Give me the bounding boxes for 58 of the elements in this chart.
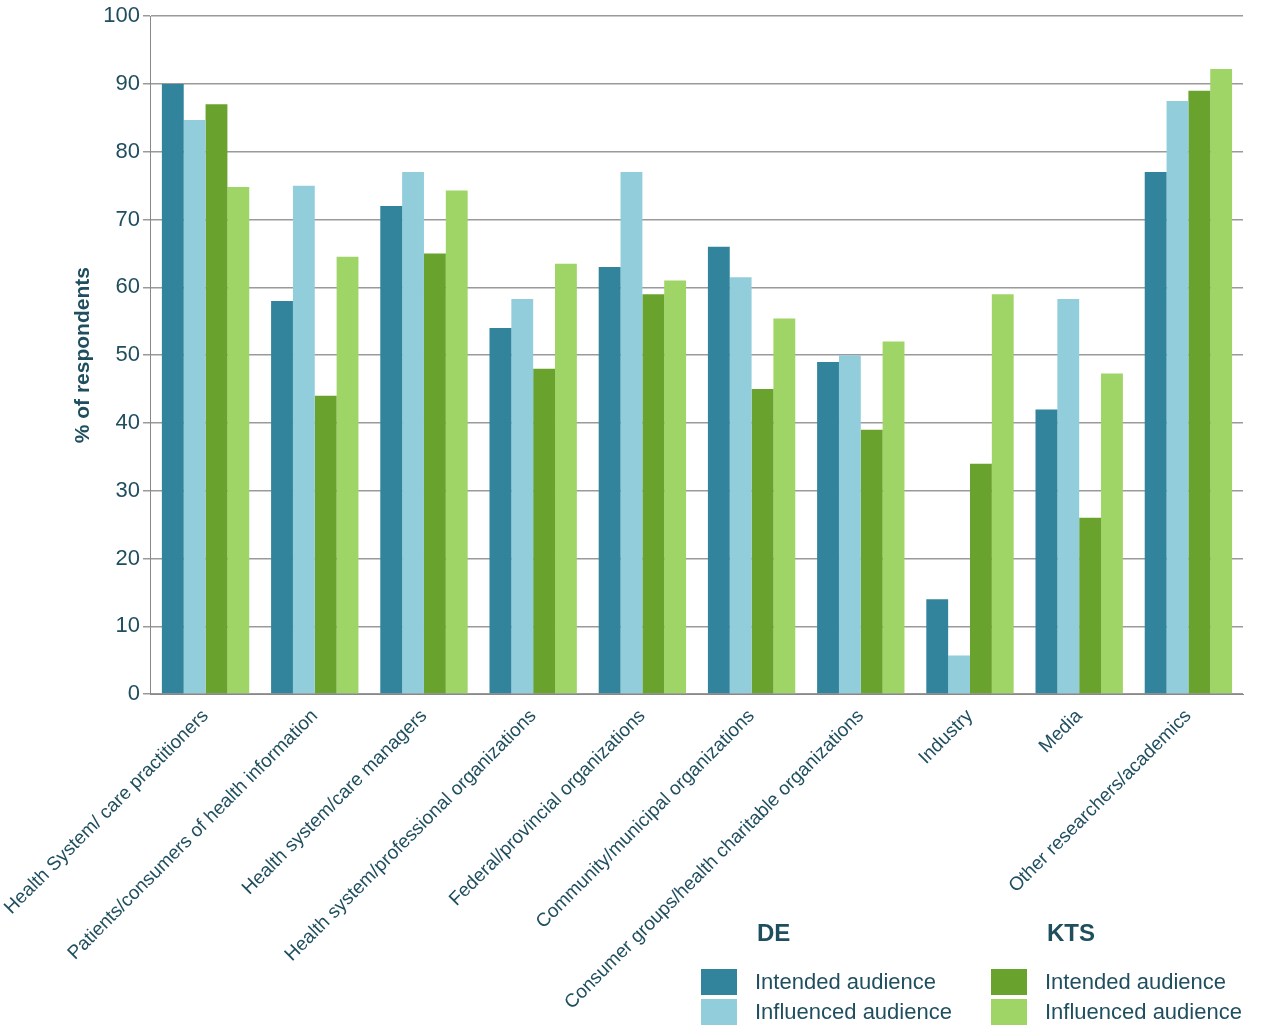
legend-label: Influenced audience xyxy=(755,999,952,1025)
bar xyxy=(402,172,424,694)
bar xyxy=(1166,100,1189,694)
y-tick-label: 40 xyxy=(115,409,140,435)
bar xyxy=(773,318,796,694)
bar xyxy=(598,267,621,694)
bar xyxy=(751,389,774,694)
bar xyxy=(489,328,512,694)
bar xyxy=(227,187,250,694)
bar xyxy=(1079,517,1102,694)
bar xyxy=(205,104,228,694)
y-tick-label: 10 xyxy=(115,612,140,638)
bar xyxy=(729,277,752,694)
bar xyxy=(926,599,949,694)
bar xyxy=(642,294,665,694)
bar xyxy=(423,253,446,694)
bar xyxy=(860,429,883,694)
bar xyxy=(1035,409,1058,694)
bar xyxy=(336,256,359,694)
bar xyxy=(161,83,184,694)
bar xyxy=(991,294,1014,694)
text: DE xyxy=(756,919,792,947)
bar xyxy=(882,341,905,694)
bar xyxy=(620,172,643,694)
bar xyxy=(555,263,577,694)
bar xyxy=(664,280,687,694)
y-tick-label: 100 xyxy=(103,2,140,28)
bar xyxy=(445,190,468,694)
legend-label: Intended audience xyxy=(1045,969,1227,995)
y-axis-title: % of respondents xyxy=(70,267,94,444)
y-tick-label: 60 xyxy=(115,273,140,299)
bar xyxy=(1101,373,1123,694)
y-tick-label: 0 xyxy=(127,680,140,706)
bar xyxy=(817,361,839,694)
bar xyxy=(292,185,315,694)
y-tick-label: 30 xyxy=(115,476,140,502)
legend-label: Intended audience xyxy=(755,969,937,995)
bar xyxy=(271,300,293,694)
legend-label: Influenced audience xyxy=(1045,999,1242,1025)
y-tick-label: 70 xyxy=(115,205,140,231)
y-tick-label: 50 xyxy=(115,341,140,367)
text: KTS xyxy=(1046,919,1096,947)
bar xyxy=(314,395,337,694)
bar xyxy=(707,246,730,694)
bar xyxy=(838,355,861,694)
y-tick-label: 90 xyxy=(115,70,140,96)
bar xyxy=(948,655,970,694)
y-tick-label: 20 xyxy=(115,544,140,570)
bar xyxy=(533,368,556,694)
y-tick-label: 80 xyxy=(115,137,140,163)
bar xyxy=(511,298,534,694)
bar xyxy=(1144,172,1167,694)
bar xyxy=(1188,90,1211,694)
bar xyxy=(1057,298,1080,694)
bar xyxy=(969,463,992,694)
bar xyxy=(380,206,403,694)
bar xyxy=(1210,69,1233,694)
bar xyxy=(183,119,206,694)
